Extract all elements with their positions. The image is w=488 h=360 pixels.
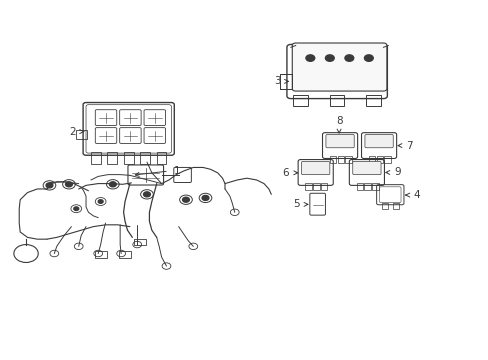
Bar [368, 156, 374, 163]
Bar [392, 203, 398, 209]
Bar [329, 156, 335, 163]
FancyBboxPatch shape [325, 135, 353, 148]
Bar [376, 156, 382, 163]
Bar [293, 95, 307, 107]
Bar [356, 183, 362, 190]
Bar [313, 183, 319, 190]
Text: 1: 1 [173, 166, 180, 176]
Bar [345, 156, 351, 163]
Bar [280, 74, 291, 89]
Bar [384, 156, 390, 163]
Bar [366, 95, 380, 107]
Text: 7: 7 [406, 140, 412, 150]
Circle shape [109, 182, 116, 187]
Text: 5: 5 [292, 199, 299, 210]
Bar [305, 183, 311, 190]
Circle shape [305, 55, 314, 61]
FancyBboxPatch shape [364, 135, 392, 148]
Circle shape [182, 197, 189, 202]
Circle shape [325, 55, 333, 61]
Text: 2: 2 [69, 127, 76, 136]
Circle shape [364, 55, 372, 61]
Bar [337, 156, 343, 163]
Circle shape [202, 195, 208, 201]
FancyBboxPatch shape [301, 161, 329, 175]
Text: 8: 8 [335, 116, 342, 126]
Bar [329, 95, 344, 107]
Text: 4: 4 [413, 190, 420, 200]
Bar [364, 183, 370, 190]
Bar [371, 183, 378, 190]
Bar [119, 251, 131, 258]
Bar [134, 239, 145, 245]
Bar [123, 152, 133, 164]
Circle shape [143, 192, 150, 197]
Bar [140, 152, 150, 164]
Circle shape [98, 200, 103, 203]
Circle shape [46, 183, 53, 188]
Text: 6: 6 [282, 168, 289, 178]
Bar [76, 130, 87, 139]
Bar [107, 152, 117, 164]
FancyBboxPatch shape [352, 161, 380, 175]
Bar [95, 251, 106, 258]
Circle shape [344, 55, 353, 61]
FancyBboxPatch shape [292, 43, 386, 91]
Bar [157, 152, 166, 164]
Bar [382, 203, 387, 209]
Bar [321, 183, 327, 190]
Text: 3: 3 [273, 76, 280, 86]
Text: 9: 9 [393, 167, 400, 177]
Circle shape [74, 207, 79, 211]
Bar [91, 152, 101, 164]
Circle shape [65, 182, 72, 187]
